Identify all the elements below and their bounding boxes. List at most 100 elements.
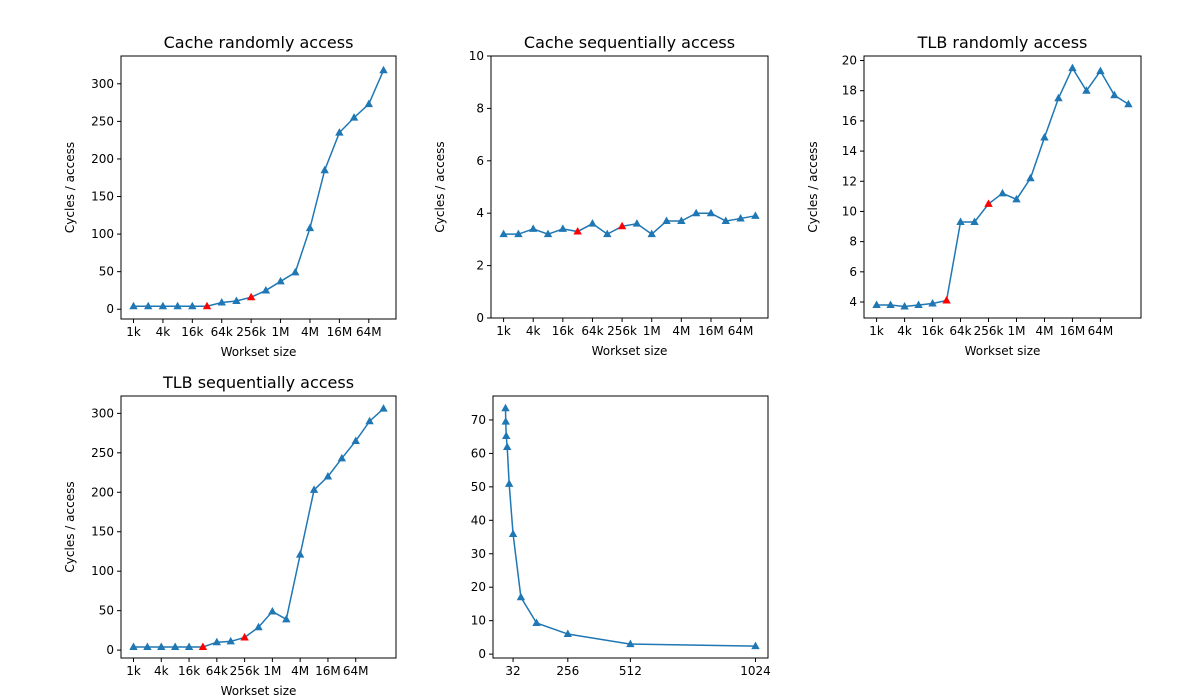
- y-tick-label: 0: [476, 311, 484, 325]
- y-tick-label: 200: [91, 485, 114, 499]
- marker: [335, 128, 344, 136]
- marker: [1012, 194, 1021, 203]
- line: [503, 212, 756, 236]
- y-axis-label: Cycles / access: [63, 481, 77, 572]
- y-tick-label: 14: [842, 144, 857, 158]
- y-tick-label: 8: [476, 101, 484, 115]
- marker: [254, 622, 263, 631]
- x-tick-label: 16k: [552, 324, 574, 338]
- x-tick-label: 256k: [236, 325, 266, 339]
- marker: [691, 208, 701, 217]
- marker: [677, 216, 686, 225]
- x-tick-label: 256k: [974, 324, 1004, 338]
- y-tick-label: 50: [99, 265, 114, 279]
- marker: [1124, 99, 1133, 108]
- y-tick-label: 70: [471, 413, 486, 427]
- y-tick-label: 250: [91, 114, 114, 128]
- marker: [379, 404, 388, 412]
- x-tick-label: 4M: [1035, 324, 1053, 338]
- x-tick-label: 256k: [230, 664, 260, 678]
- marker: [1026, 173, 1035, 182]
- marker: [626, 639, 635, 648]
- marker: [309, 485, 319, 493]
- marker: [295, 550, 305, 558]
- x-tick-label: 4M: [291, 664, 309, 678]
- y-tick-label: 8: [849, 235, 857, 249]
- marker: [516, 592, 526, 601]
- marker: [751, 211, 760, 219]
- x-tick-label: 256: [556, 664, 579, 678]
- marker: [170, 642, 180, 650]
- x-tick-label: 16M: [327, 325, 353, 339]
- marker: [503, 442, 512, 451]
- marker: [198, 642, 208, 650]
- marker: [212, 637, 222, 646]
- marker: [886, 300, 895, 309]
- y-tick-label: 18: [842, 84, 857, 98]
- y-tick-label: 0: [106, 302, 114, 316]
- marker: [365, 416, 374, 425]
- x-tick-label: 4k: [897, 324, 912, 338]
- y-tick-label: 10: [471, 614, 486, 628]
- marker: [970, 217, 979, 226]
- marker: [261, 285, 271, 294]
- axes-frame: [492, 395, 769, 659]
- y-tick-label: 100: [91, 227, 114, 241]
- x-tick-label: 64M: [728, 324, 754, 338]
- x-tick-label: 1k: [126, 664, 141, 678]
- subplot: 1k 4k 16k 64k 256k 1M 4M 16M 64M 0 50 100 150 200 250 3…: [63, 373, 397, 698]
- y-tick-label: 6: [476, 154, 484, 168]
- x-tick-label: 64M: [1088, 324, 1114, 338]
- marker: [501, 403, 510, 412]
- x-tick-label: 1k: [869, 324, 884, 338]
- y-tick-label: 100: [91, 564, 114, 578]
- marker: [144, 301, 153, 310]
- x-tick-label: 1M: [263, 664, 281, 678]
- y-tick-label: 30: [471, 547, 486, 561]
- subplot-title: Cache randomly access: [164, 33, 354, 52]
- marker: [323, 471, 333, 480]
- marker: [532, 618, 541, 627]
- marker: [504, 479, 514, 487]
- marker: [232, 296, 241, 304]
- marker: [188, 301, 197, 310]
- marker: [529, 224, 538, 232]
- marker: [337, 453, 347, 462]
- x-tick-label: 4M: [301, 325, 319, 339]
- marker: [928, 299, 937, 307]
- y-tick-label: 300: [91, 406, 114, 420]
- y-tick-label: 12: [842, 174, 857, 188]
- x-tick-label: 16k: [181, 325, 203, 339]
- marker: [900, 302, 909, 310]
- marker: [268, 606, 277, 615]
- x-tick-label: 4M: [672, 324, 690, 338]
- subplot-title: TLB randomly access: [917, 33, 1088, 52]
- marker: [647, 229, 656, 238]
- marker: [632, 219, 642, 227]
- y-tick-label: 4: [849, 295, 857, 309]
- marker: [942, 295, 951, 304]
- y-axis-label: Cycles / access: [63, 142, 77, 233]
- marker: [291, 267, 300, 276]
- y-tick-label: 10: [842, 204, 857, 218]
- line: [504, 408, 756, 647]
- y-tick-label: 250: [91, 446, 114, 460]
- y-axis-label: Cycles / access: [433, 141, 447, 232]
- marker: [751, 641, 760, 650]
- x-tick-label: 64M: [356, 325, 382, 339]
- x-tick-label: 16M: [315, 664, 341, 678]
- marker: [276, 276, 285, 285]
- marker: [543, 229, 553, 238]
- x-tick-label: 1k: [496, 324, 511, 338]
- marker: [872, 300, 881, 309]
- x-tick-label: 1M: [643, 324, 661, 338]
- x-tick-label: 16M: [1060, 324, 1086, 338]
- marker: [226, 636, 235, 645]
- x-axis-label: Workset size: [221, 345, 297, 359]
- marker: [502, 431, 511, 440]
- x-axis-label: Workset size: [592, 344, 668, 358]
- y-tick-label: 300: [91, 77, 114, 91]
- x-tick-label: 16M: [698, 324, 724, 338]
- x-tick-label: 64k: [581, 324, 603, 338]
